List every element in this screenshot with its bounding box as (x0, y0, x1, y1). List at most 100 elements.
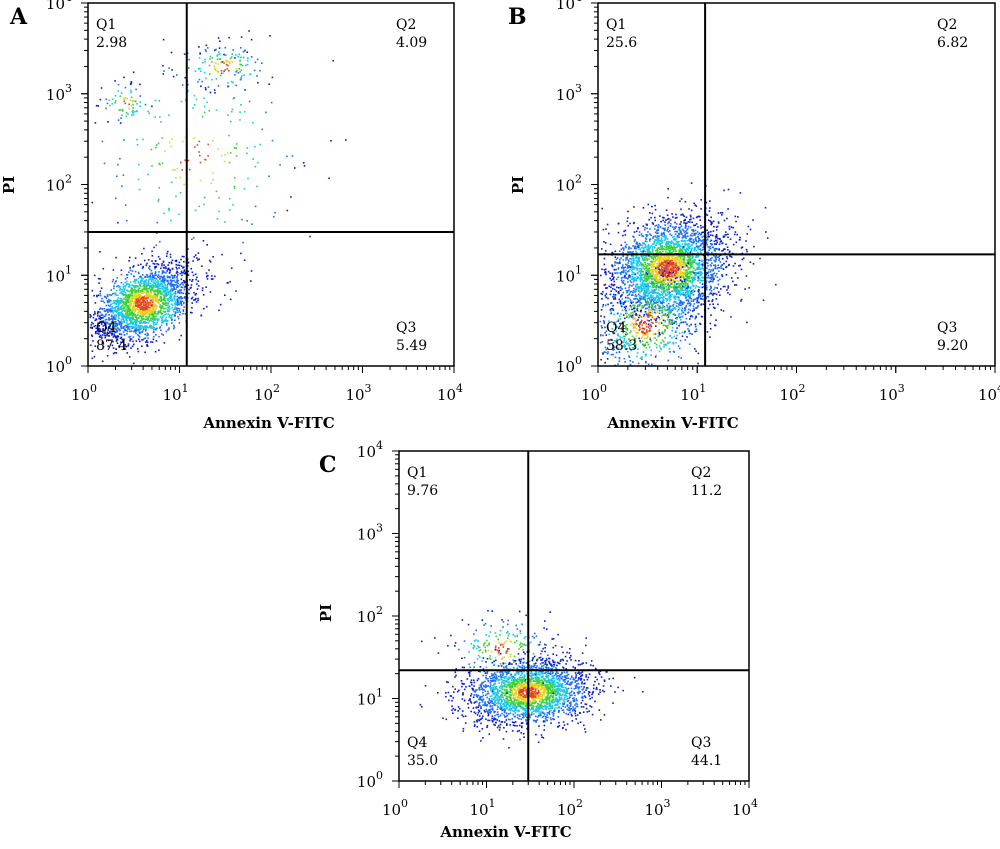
event-dot (666, 229, 668, 232)
event-dot (132, 318, 134, 321)
event-dot (661, 257, 663, 259)
event-dot (722, 310, 725, 312)
event-dot (147, 326, 149, 329)
event-dot (642, 281, 645, 283)
event-dot (92, 322, 95, 325)
event-dot (119, 122, 122, 124)
event-dot (687, 249, 690, 251)
event-dot (198, 205, 201, 208)
event-dot (131, 299, 133, 302)
event-dot (137, 293, 140, 296)
event-dot (226, 59, 229, 62)
event-dot (142, 291, 145, 294)
event-dot (250, 56, 253, 58)
event-dot (679, 272, 682, 274)
event-dot (126, 298, 128, 300)
event-dot (122, 341, 124, 343)
event-dot (151, 287, 154, 289)
event-dot (712, 294, 714, 296)
event-dot (130, 303, 132, 306)
event-dot (141, 297, 144, 299)
event-dot (176, 285, 179, 287)
event-dot (142, 327, 145, 329)
event-dot (104, 336, 106, 339)
event-dot (107, 334, 109, 337)
event-dot (134, 290, 136, 292)
event-dot (129, 269, 132, 272)
event-dot (141, 300, 144, 303)
event-dot (679, 249, 681, 251)
event-dot (646, 227, 648, 230)
event-dot (692, 256, 694, 258)
event-dot (131, 317, 133, 319)
event-dot (211, 61, 213, 63)
event-dot (128, 306, 131, 309)
event-dot (654, 265, 656, 268)
event-dot (674, 217, 677, 219)
event-dot (723, 189, 725, 192)
event-dot (699, 251, 702, 254)
event-dot (617, 231, 620, 234)
event-dot (125, 316, 127, 319)
event-dot (114, 101, 116, 104)
event-dot (171, 318, 173, 320)
event-dot (112, 293, 114, 295)
event-dot (676, 279, 679, 282)
event-dot (180, 297, 183, 300)
event-dot (663, 291, 665, 294)
event-dot (119, 337, 122, 340)
event-dot (144, 286, 146, 288)
event-dot (649, 260, 652, 263)
event-dot (684, 200, 687, 203)
event-dot (182, 272, 185, 274)
event-dot (183, 255, 185, 258)
event-dot (136, 305, 139, 307)
event-dot (659, 254, 662, 257)
event-dot (664, 227, 666, 230)
event-dot (131, 321, 133, 323)
event-dot (136, 324, 139, 327)
event-dot (138, 287, 141, 289)
event-dot (166, 275, 169, 278)
event-dot (693, 260, 695, 263)
event-dot (128, 356, 131, 358)
event-dot (648, 281, 651, 284)
event-dot (690, 237, 693, 240)
event-dot (128, 308, 131, 311)
event-dot (112, 302, 114, 305)
event-dot (142, 303, 145, 306)
event-dot (137, 314, 139, 316)
event-dot (643, 295, 645, 298)
event-dot (181, 140, 184, 143)
event-dot (644, 250, 647, 253)
event-dot (669, 225, 672, 227)
event-dot (661, 248, 664, 251)
event-dot (169, 283, 171, 286)
event-dot (673, 290, 675, 292)
event-dot (159, 282, 162, 285)
event-dot (717, 291, 720, 293)
event-dot (139, 304, 141, 307)
event-dot (192, 107, 194, 109)
event-dot (668, 277, 670, 279)
event-dot (145, 302, 148, 305)
event-dot (209, 261, 212, 263)
event-dot (180, 258, 182, 261)
event-dot (147, 301, 150, 304)
event-dot (640, 283, 642, 286)
event-dot (644, 274, 646, 276)
event-dot (91, 350, 94, 352)
event-dot (99, 307, 102, 309)
event-dot (162, 260, 165, 263)
event-dot (153, 263, 156, 265)
event-dot (645, 289, 648, 292)
event-dot (166, 320, 169, 322)
event-dot (707, 254, 709, 257)
event-dot (719, 278, 721, 281)
event-dot (107, 304, 110, 307)
event-dot (257, 81, 259, 84)
event-dot (141, 308, 144, 310)
event-dot (678, 233, 680, 236)
event-dot (190, 267, 192, 270)
event-dot (639, 270, 641, 272)
